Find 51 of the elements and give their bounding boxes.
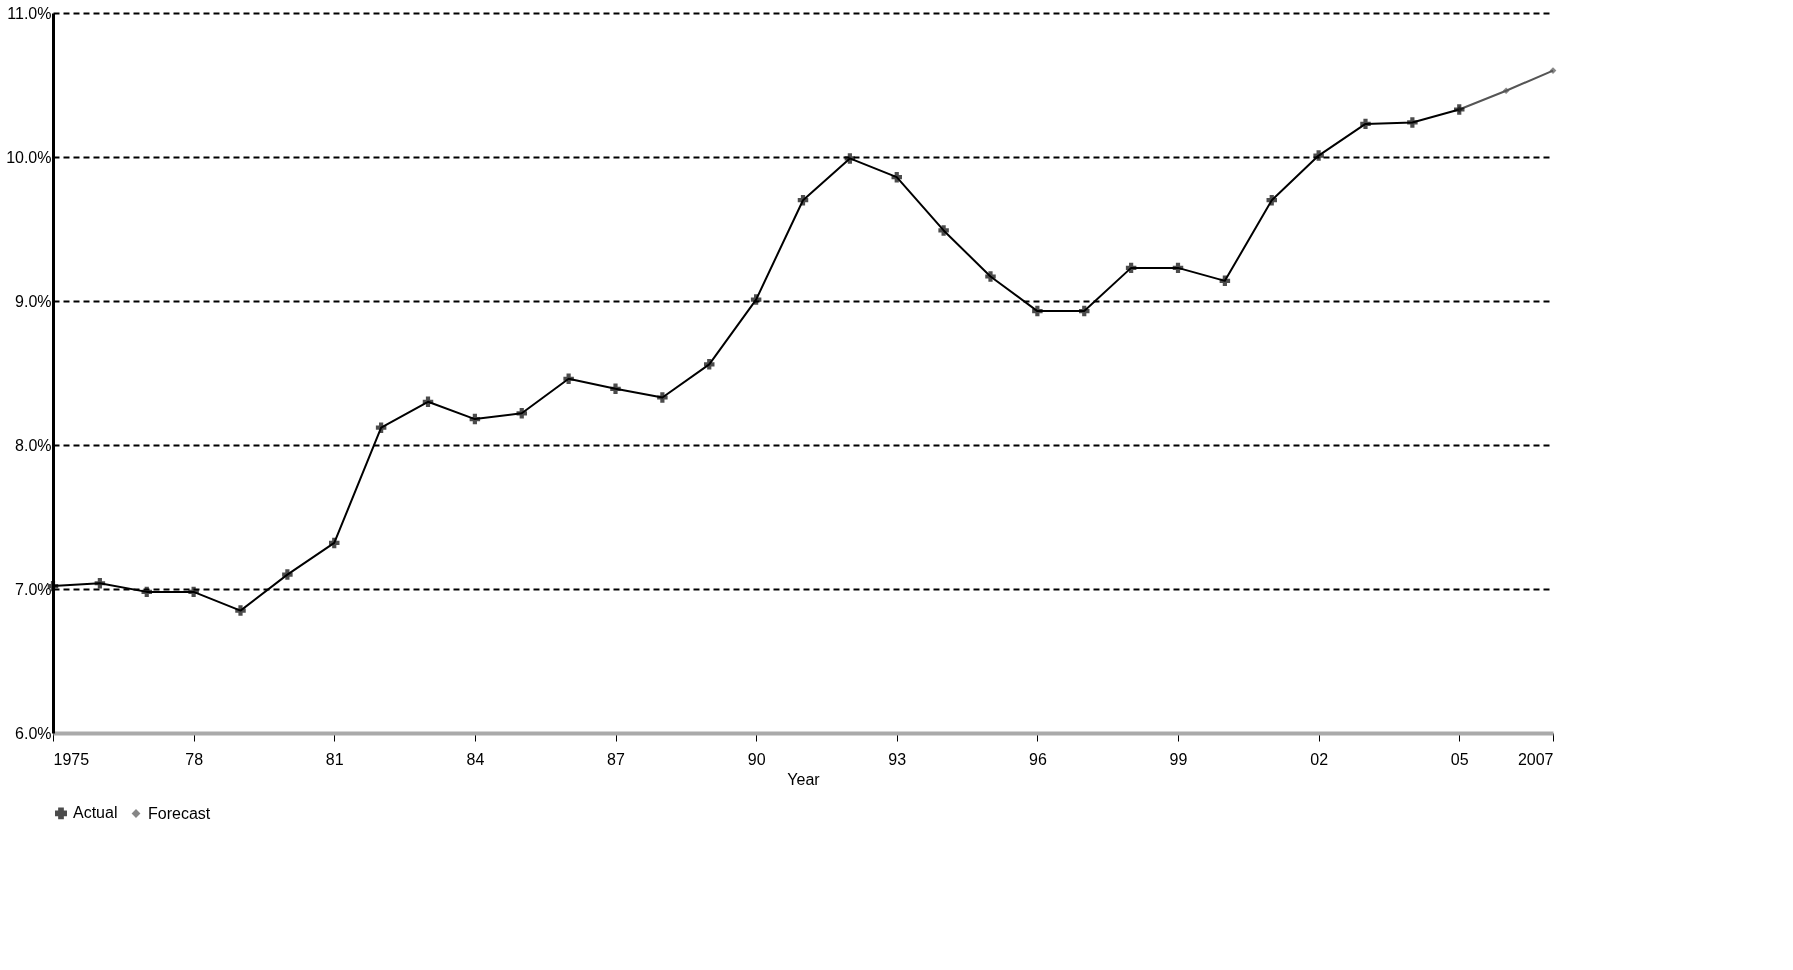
x-tick-label: 81 xyxy=(325,750,344,768)
point xyxy=(891,171,902,183)
point xyxy=(1125,262,1137,274)
y-tick-label: 8.0% xyxy=(15,436,52,454)
point xyxy=(844,153,856,164)
point xyxy=(282,569,293,580)
point xyxy=(1266,194,1277,206)
point xyxy=(188,586,199,598)
x-tick-label: 99 xyxy=(1169,750,1188,768)
point xyxy=(422,396,434,408)
legend-label: Actual xyxy=(73,804,118,822)
y-tick-label: 7.0% xyxy=(15,580,52,598)
point xyxy=(1407,117,1418,128)
x-tick-label: 96 xyxy=(1028,750,1047,768)
point xyxy=(610,383,621,395)
point xyxy=(141,586,152,598)
point xyxy=(469,413,481,425)
x-axis-title: Year xyxy=(787,770,821,788)
point xyxy=(938,225,949,236)
point xyxy=(1172,262,1184,274)
point xyxy=(1502,87,1510,95)
point xyxy=(1079,305,1090,317)
legend-label: Forecast xyxy=(148,804,211,822)
x-tick-label: 2007 xyxy=(1517,750,1554,768)
point xyxy=(329,537,340,549)
point xyxy=(797,194,809,206)
x-tick-label: 05 xyxy=(1450,750,1469,768)
y-tick-label: 9.0% xyxy=(15,292,52,310)
point xyxy=(516,408,527,419)
x-tick-label: 02 xyxy=(1310,750,1329,768)
point xyxy=(1032,305,1043,317)
point xyxy=(235,605,246,616)
x-tick-label: 78 xyxy=(185,750,204,768)
x-tick-label: 1975 xyxy=(53,750,90,768)
y-tick-label: 11.0% xyxy=(7,4,52,22)
y-tick-label: 6.0% xyxy=(15,724,52,742)
point xyxy=(1219,275,1231,287)
x-tick-label: 84 xyxy=(466,750,485,768)
point xyxy=(94,578,106,589)
y-tick-label: 10.0% xyxy=(6,148,52,166)
point xyxy=(985,271,996,282)
point xyxy=(1313,150,1324,161)
x-tick-label: 90 xyxy=(747,750,766,768)
x-tick-label: 93 xyxy=(888,750,907,768)
point xyxy=(1360,118,1371,130)
point xyxy=(657,392,668,403)
point xyxy=(750,294,762,305)
point xyxy=(375,422,387,433)
point xyxy=(704,359,715,370)
point xyxy=(563,373,574,384)
x-tick-label: 87 xyxy=(607,750,625,768)
